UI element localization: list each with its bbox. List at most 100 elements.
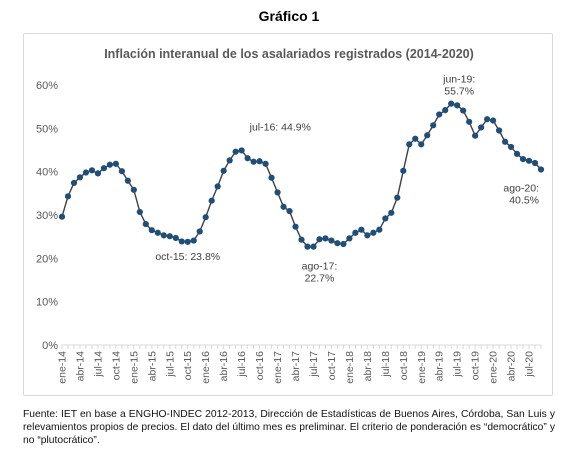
data-point <box>400 167 407 174</box>
data-point <box>412 135 419 142</box>
x-tick-label: jul-18 <box>380 351 392 378</box>
data-point <box>238 147 245 154</box>
data-point <box>418 141 425 148</box>
data-point <box>274 189 281 196</box>
data-point <box>484 116 491 123</box>
data-point <box>280 203 287 210</box>
x-tick-label: ene-19 <box>416 351 428 384</box>
annotation-label: jul-16: 44.9% <box>249 121 311 133</box>
data-point <box>202 214 209 221</box>
y-tick-label: 30% <box>36 210 58 222</box>
annotation-label: ago-17: <box>302 260 338 272</box>
figure-title: Gráfico 1 <box>258 8 320 24</box>
data-point <box>501 138 509 145</box>
data-point <box>178 238 185 245</box>
data-point <box>130 186 137 193</box>
data-point <box>316 236 323 243</box>
x-tick-label: oct-18 <box>398 351 410 380</box>
x-tick-label: oct-14 <box>110 351 122 380</box>
data-point <box>154 229 161 236</box>
annotation-value: 55.7% <box>444 86 474 98</box>
x-tick-label: jul-14 <box>92 351 104 378</box>
data-point <box>244 155 251 162</box>
data-point <box>537 166 545 173</box>
x-tick-label: jul-17 <box>308 351 320 378</box>
data-point <box>466 118 473 125</box>
x-tick-label: abr-16 <box>218 351 230 382</box>
data-point <box>388 209 395 216</box>
data-point <box>310 243 317 250</box>
data-point <box>394 194 401 201</box>
data-point <box>513 150 521 157</box>
data-point <box>292 223 299 230</box>
data-point <box>124 177 131 184</box>
data-point <box>406 141 413 148</box>
data-point <box>298 236 305 243</box>
data-point <box>436 111 443 118</box>
x-tick-label: abr-14 <box>74 351 86 382</box>
data-point <box>370 229 377 236</box>
data-point <box>250 158 257 165</box>
data-point <box>495 127 503 134</box>
annotation-label: oct-15: 23.8% <box>155 251 220 263</box>
series-layer <box>58 100 545 250</box>
x-tick-label: abr-19 <box>434 351 446 382</box>
data-point <box>160 232 167 239</box>
data-point <box>490 117 497 124</box>
y-tick-label: 20% <box>36 253 58 265</box>
annotation-value: 22.7% <box>305 272 335 284</box>
data-point <box>94 170 102 177</box>
data-point <box>519 156 527 163</box>
data-point <box>478 124 485 131</box>
x-tick-label: ene-20 <box>488 351 500 384</box>
data-point <box>136 208 143 216</box>
source-footnote: Fuente: IET en base a ENGHO-INDEC 2012-2… <box>23 409 555 446</box>
data-point <box>442 107 449 114</box>
annotation-label: ago-20: <box>503 183 539 195</box>
x-tick-label: ene-17 <box>272 351 284 384</box>
x-tick-label: ene-18 <box>344 351 356 384</box>
annotations-layer: jul-16: 44.9% oct-15: 23.8% ago-17:22.7% ju… <box>155 74 539 285</box>
annotation-label: jun-19: <box>442 74 475 86</box>
x-tick-label: ene-16 <box>200 351 212 384</box>
data-point <box>525 157 533 164</box>
data-point <box>70 179 78 187</box>
data-point <box>346 235 353 242</box>
data-point <box>64 193 72 200</box>
x-tick-label: oct-17 <box>326 351 338 380</box>
y-tick-label: 50% <box>36 123 58 135</box>
x-tick-label: oct-19 <box>470 351 482 380</box>
data-point <box>376 226 383 233</box>
y-tick-label: 10% <box>36 297 58 309</box>
data-point <box>358 226 365 233</box>
data-point <box>531 159 539 167</box>
data-point <box>340 240 347 248</box>
data-point <box>100 165 108 172</box>
y-tick-label: 60% <box>36 80 58 92</box>
x-tick-label: abr-15 <box>146 351 158 382</box>
x-tick-label: abr-18 <box>362 351 374 382</box>
data-point <box>142 221 149 228</box>
data-point <box>430 122 437 129</box>
x-tick-label: ene-14 <box>57 351 69 384</box>
x-tick-label: oct-15 <box>182 351 194 380</box>
data-point <box>76 174 84 181</box>
data-point <box>352 229 359 236</box>
data-point <box>364 232 371 239</box>
data-point <box>112 160 119 167</box>
x-tick-label: abr-17 <box>290 351 302 382</box>
data-point <box>268 174 275 181</box>
data-point <box>196 228 203 235</box>
data-point <box>232 148 239 155</box>
data-point <box>88 167 96 174</box>
x-tick-label: jul-20 <box>524 351 536 378</box>
annotation-value: 40.5% <box>509 195 539 207</box>
chart-container: Inflación interanual de los asalariados … <box>23 33 553 396</box>
data-point <box>448 100 455 107</box>
data-point <box>58 213 66 220</box>
data-point <box>118 168 125 175</box>
data-point <box>334 240 341 247</box>
axes: 0% 10% 20% 30% 40% 50% 60% ene-14 abr-14 jul-14 oc… <box>36 80 542 384</box>
y-tick-label: 40% <box>36 167 58 179</box>
x-tick-label: abr-20 <box>506 351 518 382</box>
